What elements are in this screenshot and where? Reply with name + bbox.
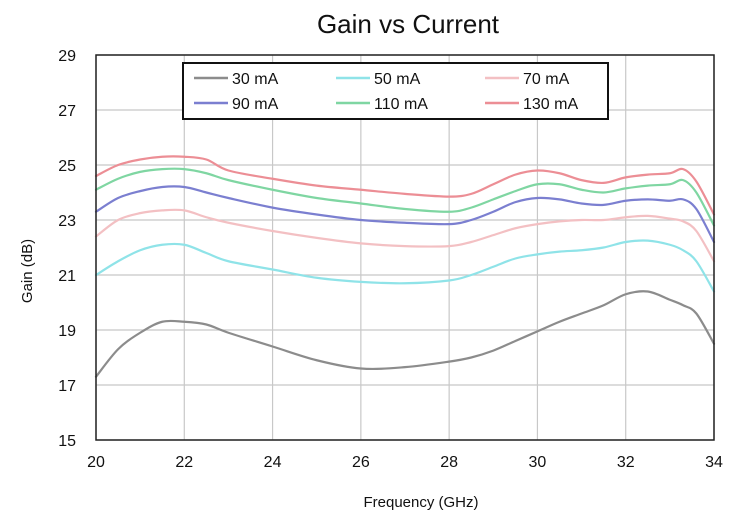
- x-tick-label: 30: [529, 454, 547, 471]
- y-axis-label: Gain (dB): [19, 239, 36, 303]
- legend-item: 130 mA: [485, 96, 578, 113]
- series-line-90-ma: [94, 185, 716, 244]
- series-line-130-ma: [94, 155, 716, 216]
- y-tick-label: 23: [58, 213, 76, 230]
- x-tick-label: 20: [87, 454, 105, 471]
- x-tick-label: 24: [264, 454, 282, 471]
- legend-box: [182, 62, 609, 120]
- y-tick-label: 19: [58, 323, 76, 340]
- tick-labels: 20 22 24 26 28 30 32 34 15 17 19 21 23 25 27 29: [58, 48, 723, 471]
- x-tick-label: 28: [440, 454, 458, 471]
- legend-item: 90 mA: [194, 96, 279, 113]
- series-line-50-ma: [94, 239, 716, 293]
- series-line-110-ma: [94, 167, 716, 227]
- legend-label: 130 mA: [523, 96, 578, 113]
- x-tick-label: 34: [705, 454, 723, 471]
- series-line-70-ma: [94, 208, 716, 263]
- x-tick-label: 32: [617, 454, 635, 471]
- series-line-30-ma: [94, 290, 716, 378]
- legend: 30 mA 50 mA 70 mA 90 mA 110 mA 130 mA: [182, 62, 609, 120]
- legend-label: 50 mA: [374, 71, 421, 88]
- y-tick-label: 25: [58, 158, 76, 175]
- plot-frame: [95, 54, 715, 441]
- y-tick-label: 17: [58, 378, 76, 395]
- chart-title: Gain vs Current: [317, 9, 500, 39]
- legend-label: 110 mA: [374, 96, 428, 113]
- legend-item: 50 mA: [336, 71, 421, 88]
- x-tick-label: 22: [175, 454, 193, 471]
- legend-label: 90 mA: [232, 96, 279, 113]
- plot-area-border: [95, 54, 715, 441]
- legend-label: 30 mA: [232, 71, 279, 88]
- y-tick-label: 29: [58, 48, 76, 65]
- x-axis-label: Frequency (GHz): [363, 494, 478, 511]
- y-tick-label: 27: [58, 103, 76, 120]
- legend-item: 110 mA: [336, 96, 428, 113]
- series-lines: [94, 155, 716, 378]
- legend-item: 30 mA: [194, 71, 279, 88]
- x-tick-label: 26: [352, 454, 370, 471]
- legend-label: 70 mA: [523, 71, 570, 88]
- legend-item: 70 mA: [485, 71, 570, 88]
- y-tick-label: 21: [58, 268, 76, 285]
- y-tick-label: 15: [58, 433, 76, 450]
